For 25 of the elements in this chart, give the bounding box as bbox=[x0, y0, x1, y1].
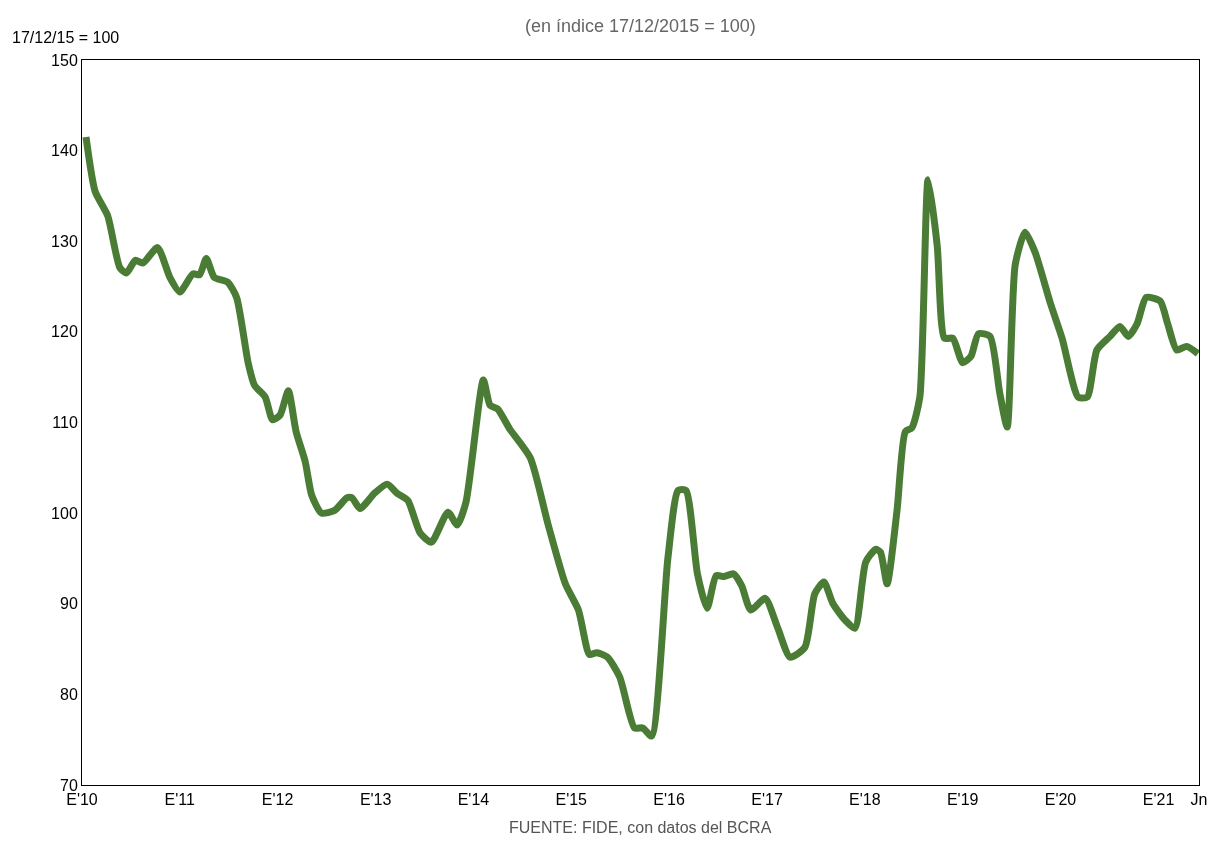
y-axis-title: 17/12/15 = 100 bbox=[12, 29, 120, 46]
x-tick-label: E'20 bbox=[1044, 791, 1077, 809]
x-tick-label: E'16 bbox=[653, 791, 685, 809]
chart-subtitle: (en índice 17/12/2015 = 100) bbox=[525, 16, 756, 36]
x-tick-label: E'19 bbox=[946, 791, 979, 809]
x-tick-label: E'14 bbox=[457, 791, 490, 809]
y-tick-label: 140 bbox=[51, 142, 78, 160]
y-tick-label: 110 bbox=[52, 414, 78, 432]
y-tick-label: 120 bbox=[51, 323, 78, 341]
y-tick-label: 80 bbox=[60, 685, 78, 703]
x-tick-label: E'18 bbox=[849, 791, 881, 809]
y-tick-label: 130 bbox=[51, 232, 78, 250]
y-tick-label: 70 bbox=[60, 776, 78, 794]
x-tick-label: E'11 bbox=[164, 791, 196, 809]
y-tick-label: 150 bbox=[51, 51, 78, 69]
x-tick-label: Jn bbox=[1190, 791, 1208, 809]
y-tick-label: 90 bbox=[60, 595, 78, 613]
x-tick-label: E'17 bbox=[751, 791, 783, 809]
x-tick-label: E'12 bbox=[261, 791, 294, 809]
x-tick-label: E'15 bbox=[555, 791, 588, 809]
x-tick-label: E'13 bbox=[359, 791, 392, 809]
y-tick-label: 100 bbox=[51, 504, 78, 522]
source-note: FUENTE: FIDE, con datos del BCRA bbox=[509, 819, 772, 836]
x-tick-label: E'10 bbox=[66, 791, 98, 809]
x-tick-label: E'21 bbox=[1142, 791, 1175, 809]
